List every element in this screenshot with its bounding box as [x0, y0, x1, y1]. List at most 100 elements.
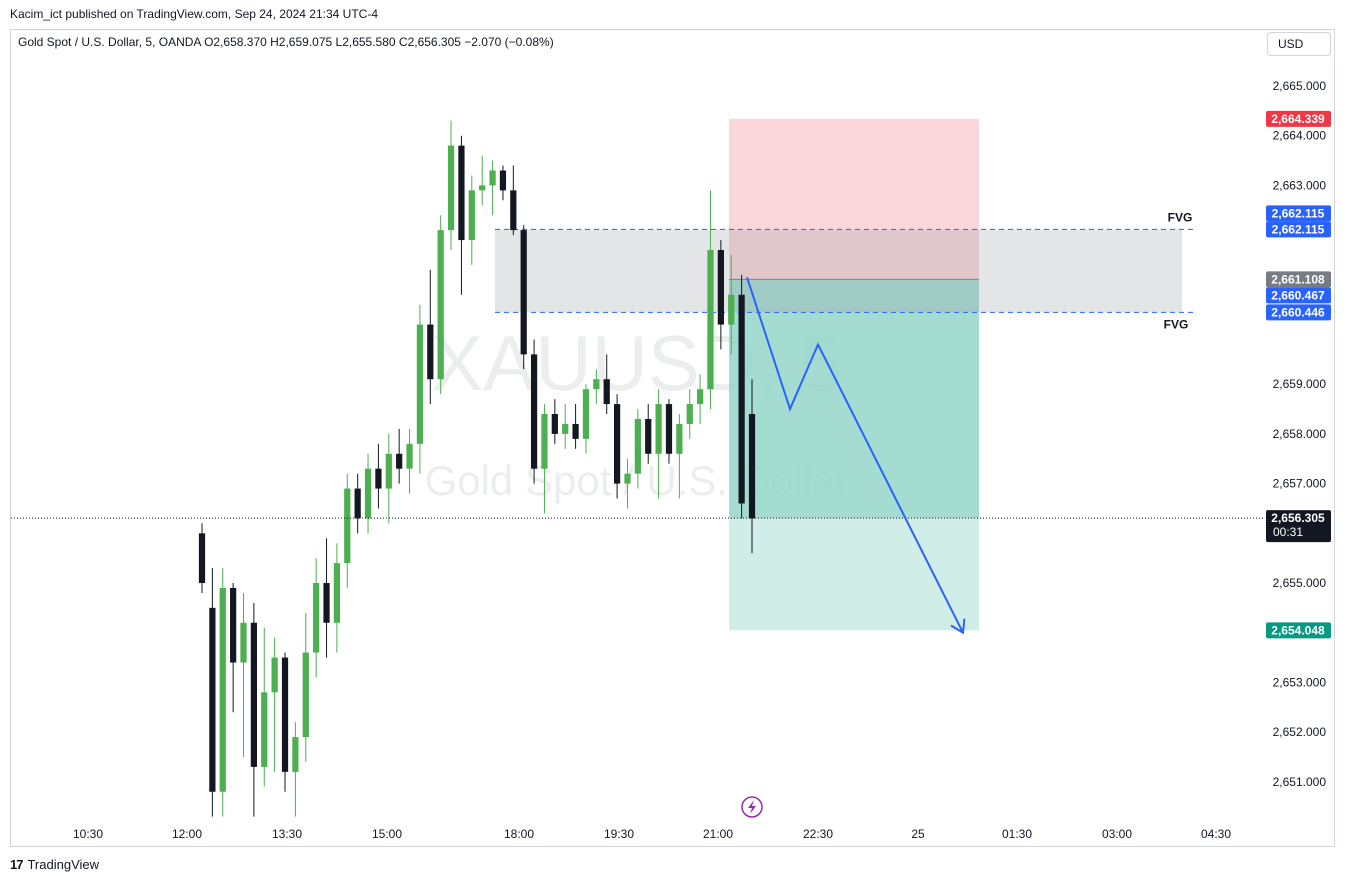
fvg-bottom-price-label-2: 2,660.446	[1271, 305, 1325, 319]
target-price-label-bg	[1266, 622, 1331, 639]
candle-body	[271, 657, 278, 693]
candle-body	[447, 145, 455, 231]
symbol-legend[interactable]: Gold Spot / U.S. Dollar, 5, OANDA O2,658…	[18, 35, 554, 49]
candle-body	[323, 583, 330, 623]
candle-body	[655, 404, 662, 454]
candle-body	[281, 657, 289, 772]
target-zone	[729, 518, 979, 631]
x-tick-label: 18:00	[504, 827, 534, 841]
x-tick-label: 21:00	[703, 827, 733, 841]
x-tick-label: 04:30	[1201, 827, 1231, 841]
candle-body	[292, 737, 299, 772]
fvg-top-label: FVG	[1168, 210, 1193, 224]
candle-body	[603, 379, 610, 405]
candle-body	[562, 423, 569, 434]
x-tick-label: 15:00	[372, 827, 402, 841]
candle-body	[572, 423, 579, 439]
last-price-label: 2,656.305	[1271, 511, 1325, 525]
publisher-line: Kacim_ict published on TradingView.com, …	[10, 7, 378, 21]
candle-body	[520, 230, 527, 355]
candle-body	[665, 404, 673, 454]
fvg-bottom-label: FVG	[1164, 317, 1189, 331]
candle-body	[427, 324, 434, 380]
tradingview-footer[interactable]: 17 TradingView	[10, 857, 99, 872]
candle-body	[333, 563, 341, 623]
x-tick-label: 03:00	[1102, 827, 1132, 841]
candle-body	[479, 185, 486, 191]
projection-arrowhead	[950, 618, 966, 635]
candle-body	[707, 250, 714, 390]
tradingview-logo-icon: 17	[10, 857, 24, 872]
candle-body	[634, 418, 641, 474]
x-tick-label: 12:00	[172, 827, 202, 841]
candle-body	[728, 294, 735, 325]
candle-body	[240, 622, 247, 663]
fvg-bottom-price-label-2-bg	[1266, 304, 1331, 321]
currency-button[interactable]: USD	[1267, 32, 1331, 56]
y-tick-label: 2,658.000	[1273, 427, 1327, 441]
x-tick-label: 22:30	[803, 827, 833, 841]
x-tick-label: 01:30	[1002, 827, 1032, 841]
candle-body	[198, 533, 206, 583]
candle-body	[510, 190, 517, 231]
candle-body	[582, 389, 590, 439]
y-tick-label: 2,653.000	[1273, 675, 1327, 689]
tradingview-wordmark: TradingView	[27, 857, 100, 872]
fvg-zone	[495, 229, 1182, 313]
candle-body	[624, 473, 631, 484]
candle-body	[686, 404, 693, 424]
candle-body	[593, 379, 600, 390]
candle-body	[458, 145, 465, 241]
candle-body	[230, 587, 237, 663]
x-tick-label: 10:30	[73, 827, 103, 841]
candle-body	[551, 414, 558, 434]
fvg-top-price-label-2-bg	[1266, 221, 1331, 238]
candle-body	[613, 404, 621, 484]
fvg-top-price-label-2: 2,662.115	[1272, 222, 1325, 236]
y-tick-label: 2,659.000	[1273, 377, 1327, 391]
candle-body	[468, 190, 475, 241]
y-tick-label: 2,657.000	[1273, 477, 1327, 491]
candle-body	[416, 324, 424, 444]
candle-body	[385, 453, 392, 489]
lightning-icon	[748, 800, 756, 814]
countdown-label: 00:31	[1273, 525, 1303, 539]
x-tick-label: 13:30	[272, 827, 302, 841]
fvg-bottom-price-label-1: 2,660.467	[1271, 288, 1325, 302]
candle-body	[406, 443, 413, 469]
stop-price-label: 2,664.339	[1271, 112, 1325, 126]
candle-body	[499, 170, 507, 191]
candle-body	[697, 389, 704, 405]
risk-zone	[729, 118, 979, 280]
candle-body	[396, 453, 403, 469]
candle-body	[437, 230, 444, 380]
candle-body	[313, 583, 320, 653]
x-tick-label: 19:30	[604, 827, 634, 841]
entry-price-label: 2,661.108	[1271, 272, 1325, 286]
candle-body	[209, 607, 216, 792]
target-zone-filled	[729, 279, 979, 519]
candle-body	[530, 354, 538, 469]
fvg-top-price-label: 2,662.115	[1272, 206, 1325, 220]
fvg-top-price-label-bg	[1266, 205, 1331, 222]
candle-body	[344, 488, 351, 564]
y-tick-label: 2,652.000	[1273, 725, 1327, 739]
y-tick-label: 2,651.000	[1273, 775, 1327, 789]
candle-body	[748, 414, 756, 519]
chart-frame	[10, 29, 1335, 847]
candle-body	[354, 488, 361, 519]
y-tick-label: 2,663.000	[1273, 178, 1327, 192]
stop-price-label-bg	[1266, 110, 1331, 127]
candle-body	[645, 418, 652, 454]
y-tick-label: 2,655.000	[1273, 576, 1327, 590]
fvg-bottom-price-label-1-bg	[1266, 287, 1331, 304]
candle-body	[375, 468, 382, 489]
candle-body	[261, 692, 268, 767]
entry-price-label-bg	[1266, 271, 1331, 288]
candle-body	[717, 250, 724, 325]
candle-body	[541, 414, 548, 469]
candle-body	[219, 587, 226, 792]
target-price-label: 2,654.048	[1271, 623, 1325, 637]
last-price-label-bg	[1266, 510, 1331, 543]
